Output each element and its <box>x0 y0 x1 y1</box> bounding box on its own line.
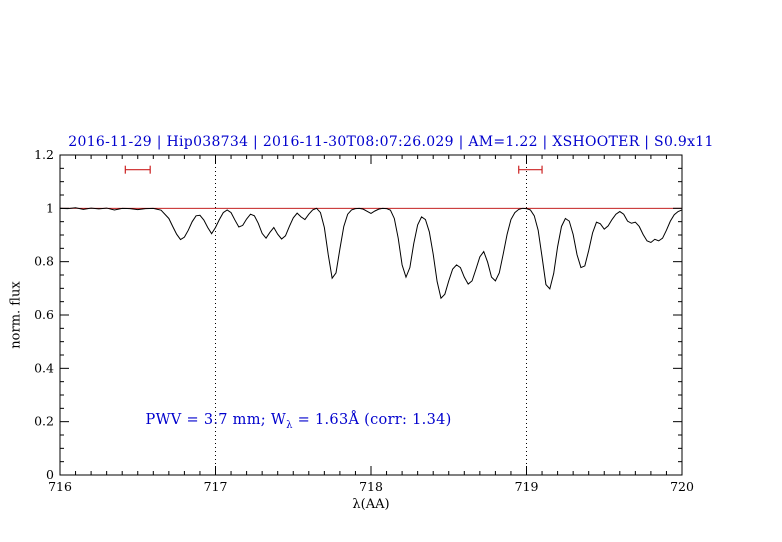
y-tick-label: 0.4 <box>34 360 54 375</box>
y-tick-label: 1.2 <box>34 147 54 162</box>
y-tick-label: 1 <box>46 200 54 215</box>
x-tick-label: 717 <box>204 479 228 494</box>
y-tick-label: 0 <box>46 467 54 482</box>
pwv-annotation-subscript: λ <box>286 419 293 431</box>
x-tick-label: 718 <box>359 479 383 494</box>
y-tick-label: 0.6 <box>34 307 54 322</box>
y-tick-label: 0.8 <box>34 254 54 269</box>
x-tick-label: 719 <box>515 479 539 494</box>
spectrum-line <box>59 207 683 300</box>
axis-box <box>59 154 683 476</box>
pwv-annotation-suffix: = 1.63Å (corr: 1.34) <box>292 411 452 428</box>
plot-title: 2016-11-29 | Hip038734 | 2016-11-30T08:0… <box>68 134 714 150</box>
y-tick-label: 0.2 <box>34 414 54 429</box>
x-axis-label: λ(AA) <box>352 497 390 512</box>
x-tick-label: 720 <box>670 479 694 494</box>
x-tick-label: 716 <box>48 479 72 494</box>
